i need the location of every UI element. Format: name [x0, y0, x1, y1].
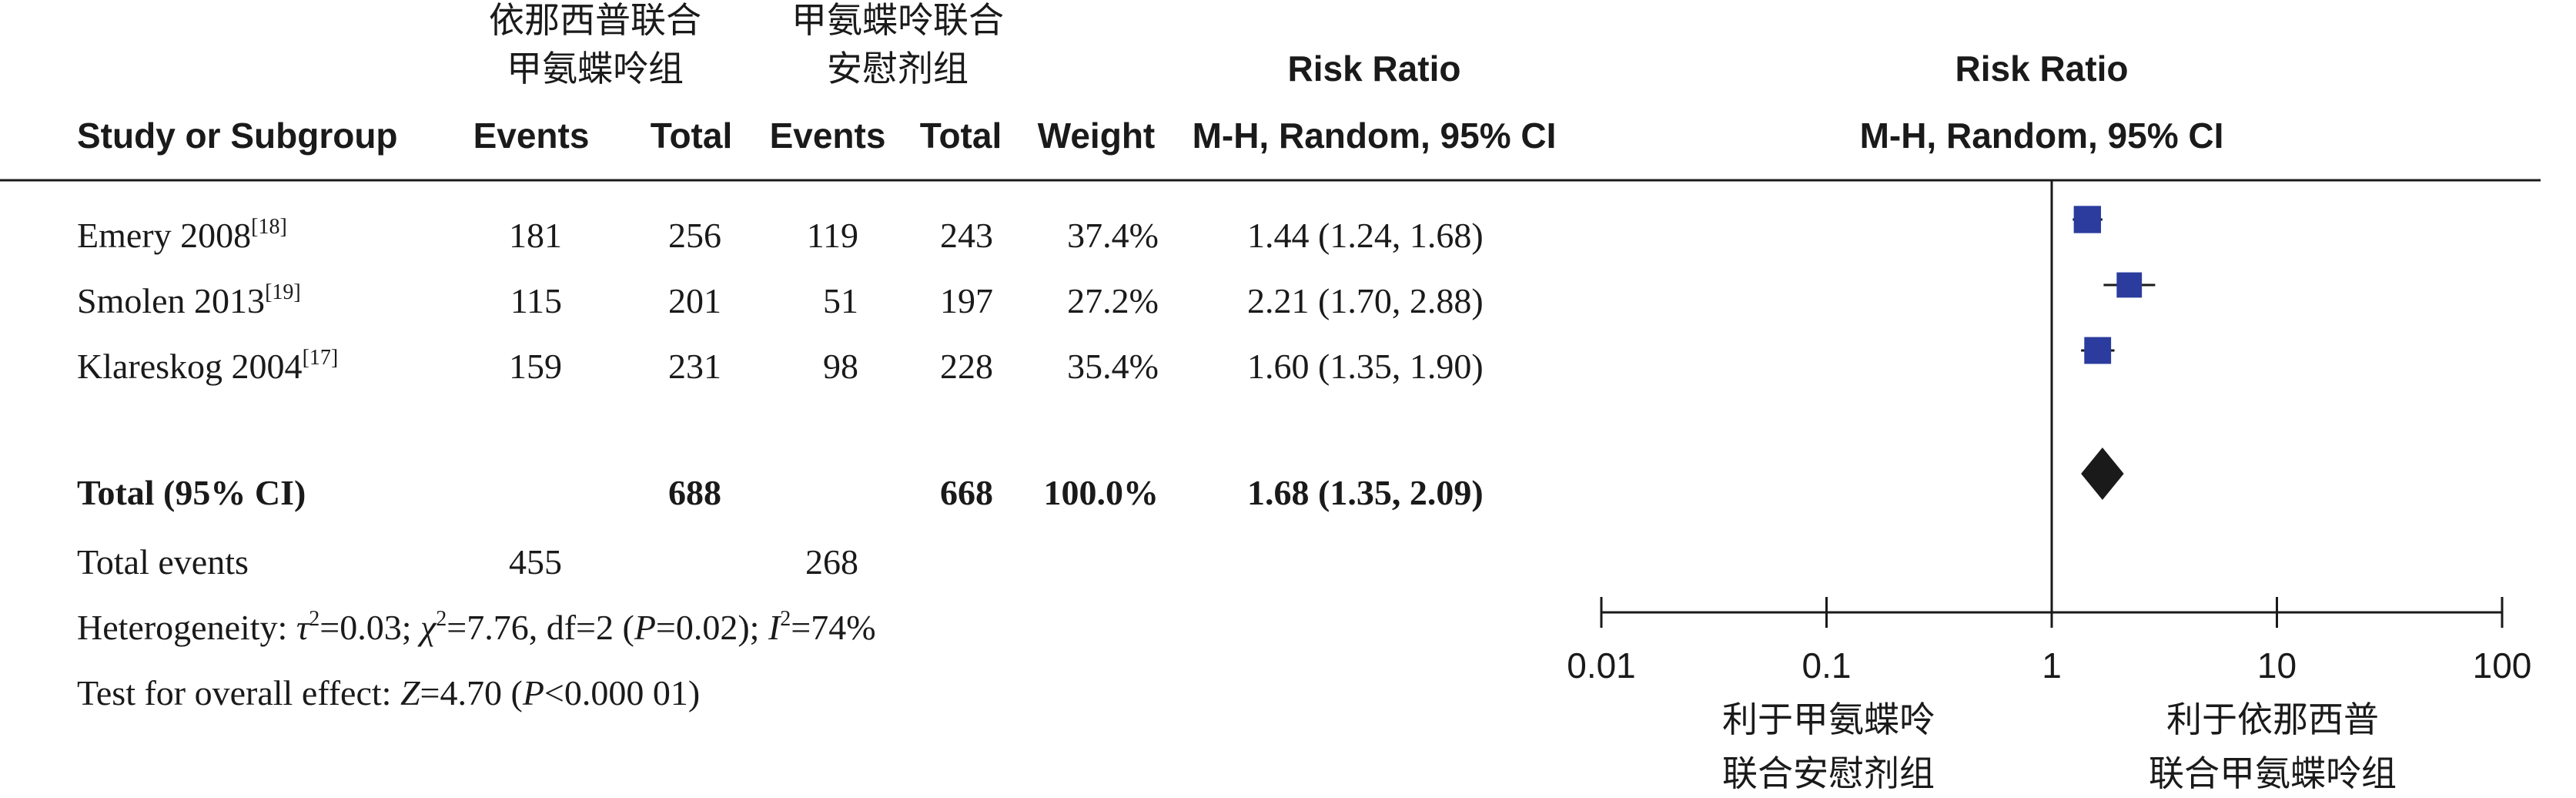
events2-cell: 51	[823, 281, 858, 320]
study-name: Klareskog 2004	[77, 347, 303, 386]
total-events1: 455	[509, 542, 562, 582]
favours-right-line2: 联合甲氨蝶呤组	[2149, 753, 2397, 794]
events1-cell: 159	[509, 347, 562, 386]
study-point-marker	[2073, 206, 2101, 233]
total-ci-text: 1.68 (1.35, 2.09)	[1247, 473, 1484, 512]
events2-cell: 98	[823, 347, 858, 386]
x-tick-label: 100	[2473, 645, 2532, 686]
total-total1: 688	[668, 473, 721, 512]
group1-header-line1: 依那西普联合	[489, 0, 701, 41]
study-name: Emery 2008	[77, 216, 251, 255]
events2-cell: 119	[807, 216, 858, 255]
total-weight: 100.0%	[1044, 473, 1159, 512]
total-total2: 668	[940, 473, 993, 512]
rr-title: Risk Ratio	[1288, 49, 1461, 89]
x-tick-label: 1	[2042, 645, 2062, 686]
ci-cell: 1.44 (1.24, 1.68)	[1247, 216, 1484, 255]
col-study: Study or Subgroup	[77, 116, 398, 156]
study-ref: [17]	[303, 346, 339, 370]
col-total1: Total	[651, 116, 732, 156]
overall-effect-text: Test for overall effect: Z=4.70 (P<0.000…	[77, 673, 700, 712]
favours-left-line1: 利于甲氨蝶呤	[1722, 699, 1935, 740]
total2-cell: 228	[940, 347, 993, 386]
x-axis-ticks: 0.01 0.1 1 10 100	[1567, 597, 2531, 686]
study-ref: [18]	[251, 215, 287, 239]
study-point-marker	[2084, 337, 2112, 364]
total1-cell: 256	[668, 216, 721, 255]
group2-header-line1: 甲氨蝶呤联合	[791, 0, 1004, 41]
col-events2: Events	[770, 116, 886, 156]
x-tick-label: 0.1	[1802, 645, 1852, 686]
plot-method: M-H, Random, 95% CI	[1860, 116, 2224, 156]
study-name: Smolen 2013	[77, 281, 265, 320]
weight-cell: 37.4%	[1067, 216, 1159, 255]
ci-cell: 2.21 (1.70, 2.88)	[1247, 281, 1484, 320]
pooled-diamond	[2081, 448, 2124, 500]
plot-title: Risk Ratio	[1955, 49, 2129, 89]
ci-cell: 1.60 (1.35, 1.90)	[1247, 347, 1484, 386]
total-label: Total (95% CI)	[77, 473, 306, 512]
x-tick-label: 0.01	[1567, 645, 1636, 686]
study-label: Emery 2008[18]	[77, 215, 287, 255]
favours-right-line1: 利于依那西普	[2166, 699, 2379, 740]
weight-cell: 35.4%	[1067, 347, 1159, 386]
total2-cell: 243	[940, 216, 993, 255]
rr-method: M-H, Random, 95% CI	[1193, 116, 1557, 156]
study-label: Klareskog 2004[17]	[77, 346, 338, 386]
col-total2: Total	[920, 116, 1002, 156]
col-events1: Events	[473, 116, 590, 156]
study-markers	[2073, 206, 2156, 364]
study-label: Smolen 2013[19]	[77, 280, 301, 320]
total1-cell: 201	[668, 281, 721, 320]
heterogeneity-text: Heterogeneity: τ2=0.03; χ2=7.76, df=2 (P…	[77, 607, 876, 647]
x-tick-label: 10	[2257, 645, 2297, 686]
total-events-label: Total events	[77, 542, 249, 582]
total1-cell: 231	[668, 347, 721, 386]
study-ref: [19]	[265, 280, 301, 304]
col-weight: Weight	[1038, 116, 1155, 156]
favours-left-line2: 联合安慰剂组	[1722, 753, 1935, 794]
total2-cell: 197	[940, 281, 993, 320]
total-events2: 268	[805, 542, 858, 582]
events1-cell: 181	[509, 216, 562, 255]
study-point-marker	[2116, 272, 2143, 298]
study-rows: Emery 2008[18] 181 256 119 243 37.4% 1.44 (1.2…	[77, 215, 1484, 386]
group1-header-line2: 甲氨蝶呤组	[507, 48, 684, 89]
weight-cell: 27.2%	[1067, 281, 1159, 320]
events1-cell: 115	[510, 281, 562, 320]
group2-header-line2: 安慰剂组	[827, 48, 969, 89]
